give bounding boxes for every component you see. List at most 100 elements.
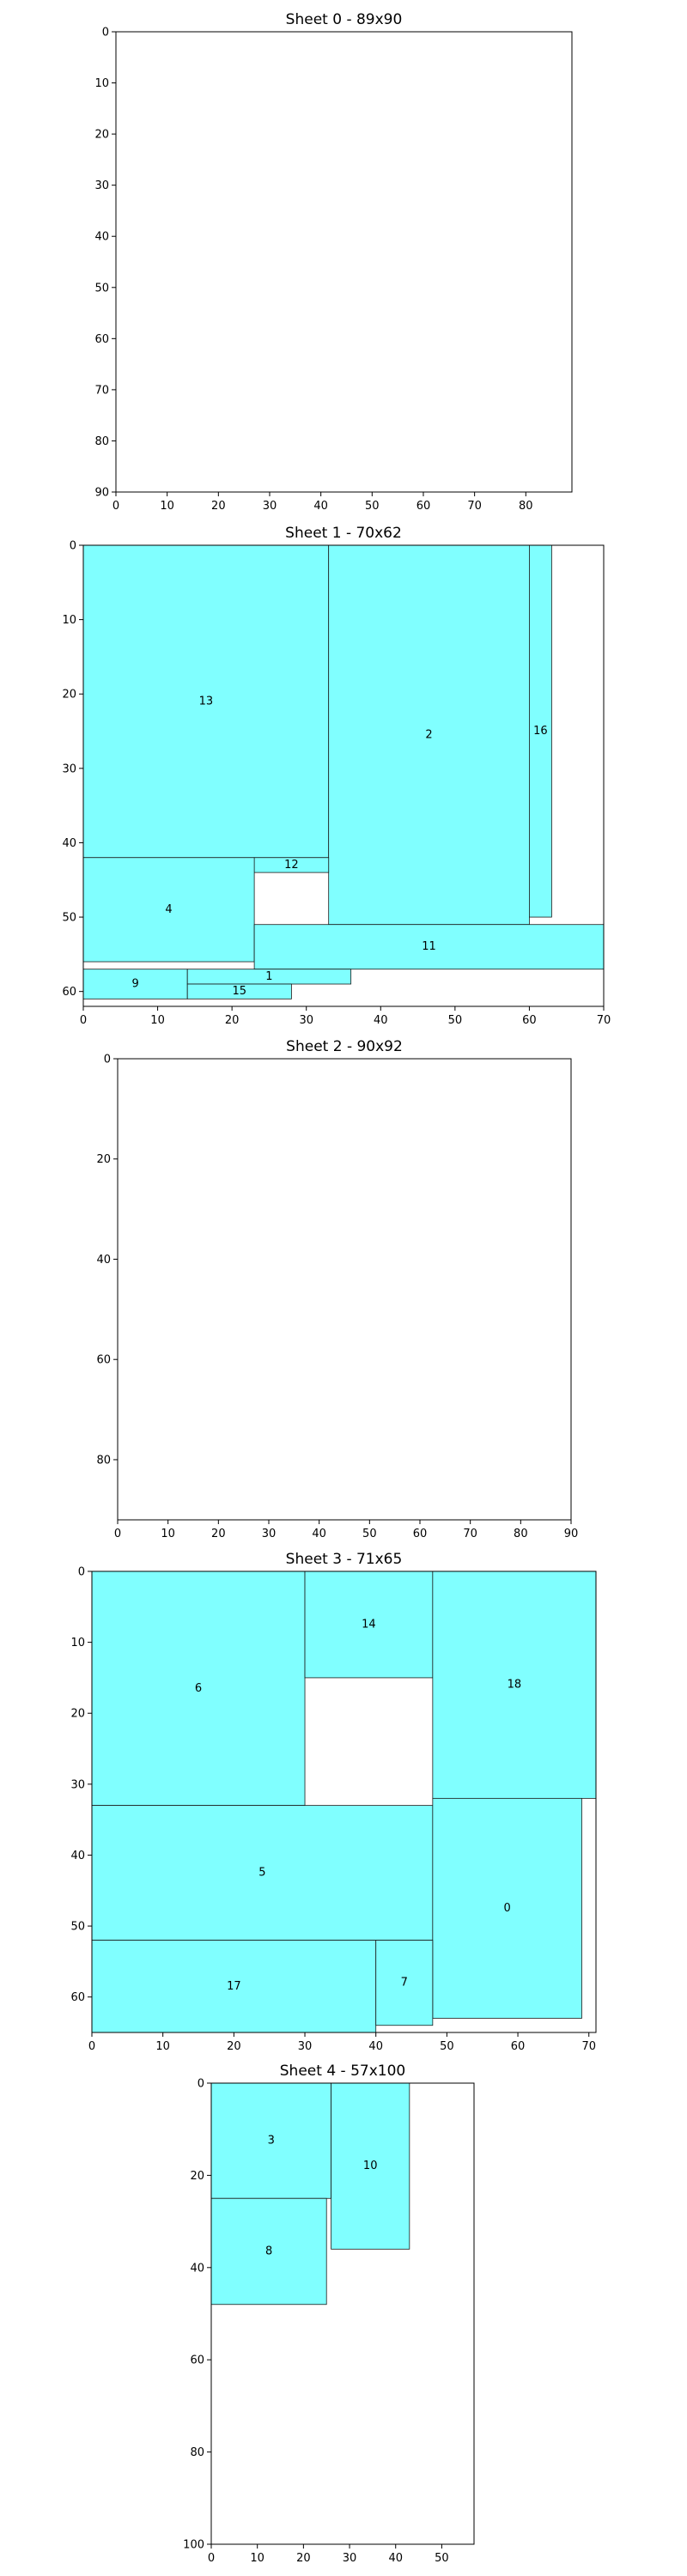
sheet-1-piece-15-label: 15 [233,985,247,998]
sheet-4-piece-10 [331,2082,410,2250]
sheet-1-piece-16-label: 16 [533,725,548,738]
sheet-3-xtick-label: 20 [227,2040,241,2053]
sheet-0-chart: Sheet 0 - 89x90 0 10 20 30 40 50 60 70 80 0 10 20 30 4… [94,11,573,513]
sheet-4-ytick-label: 20 [190,2170,204,2183]
sheet-4-xtick-label: 50 [435,2552,449,2565]
sheet-4-ytick-label: 40 [190,2262,204,2275]
sheet-0-xtick-label: 40 [313,500,328,513]
sheet-1-xtick-label: 50 [448,1014,463,1027]
sheet-0-xtick-label: 60 [416,500,431,513]
sheet-2-xtick-label: 20 [211,1528,226,1540]
sheet-3-ytick-label: 60 [70,1991,85,2004]
sheet-1-frame [82,544,605,1007]
sheet-1-xtick-label: 30 [299,1014,313,1027]
sheet-4-piece-3 [210,2082,331,2199]
sheet-2-xtick-label: 10 [161,1528,175,1540]
sheet-1-ytick-label: 40 [62,837,76,850]
sheet-3-piece-5 [91,1805,434,1941]
sheet-3-frame [91,1571,597,2033]
sheet-4-piece-3-label: 3 [268,2135,275,2148]
sheet-0-xtick-label: 10 [160,500,174,513]
sheet-3-piece-14 [304,1571,434,1679]
sheet-0-xtick-label: 70 [467,500,482,513]
sheet-4-ytick-label: 80 [190,2446,204,2459]
sheet-3-piece-6 [91,1571,306,1807]
sheet-2-chart: Sheet 2 - 90x92 0 10 20 30 40 50 60 70 80 90 0 20 40 6… [96,1038,578,1540]
sheet-1-piece-16 [529,544,552,918]
sheet-4-xtick-label: 0 [208,2552,215,2565]
sheet-1-xtick-label: 40 [374,1014,388,1027]
sheet-2-ytick-label: 40 [96,1254,111,1267]
sheet-3-xtick-label: 30 [298,2040,313,2053]
sheet-3-xtick-label: 60 [511,2040,526,2053]
sheet-0-ytick-label: 40 [94,231,109,244]
sheet-2-xtick-label: 50 [362,1528,377,1540]
sheet-1-piece-12-label: 12 [284,859,299,872]
sheet-2-xtick-label: 90 [564,1528,579,1540]
sheet-2-frame [117,1058,572,1521]
sheet-0-ytick-label: 90 [94,487,109,500]
sheet-1-piece-9-label: 9 [131,978,138,991]
sheet-1-piece-2-label: 2 [425,728,432,741]
sheet-0-ytick-label: 20 [94,129,109,142]
sheet-1-ytick-label: 0 [70,540,76,553]
sheet-0-ytick-label: 50 [94,282,109,295]
sheet-2-ytick-label: 20 [96,1153,111,1166]
sheet-0-xtick-label: 50 [365,500,380,513]
sheet-1-piece-13-label: 13 [199,695,214,708]
sheet-4-piece-8 [210,2197,327,2306]
sheet-3-piece-7-label: 7 [401,1977,408,1990]
sheet-3-piece-0-label: 0 [504,1902,511,1915]
sheet-2-title: Sheet 2 - 90x92 [286,1038,403,1055]
sheet-1-ytick-label: 60 [62,986,76,999]
sheet-3-xtick-label: 10 [155,2040,170,2053]
sheet-3-title: Sheet 3 - 71x65 [286,1551,403,1568]
sheet-2-xtick-label: 30 [262,1528,277,1540]
sheet-2-xtick-label: 80 [514,1528,528,1540]
sheet-4-ytick-label: 100 [183,2539,204,2552]
sheet-1-piece-2 [328,544,530,926]
sheet-3-ytick-label: 10 [70,1637,85,1649]
sheet-3-xtick-label: 0 [88,2040,95,2053]
sheet-1-ytick-label: 10 [62,614,76,627]
sheet-0-ytick-label: 70 [94,384,109,397]
sheet-0-xtick-label: 80 [519,500,533,513]
sheet-4-xtick-label: 20 [296,2552,311,2565]
sheet-4-title: Sheet 4 - 57x100 [280,2063,405,2080]
sheet-0-ytick-label: 10 [94,77,109,90]
sheet-0-frame [115,31,573,493]
sheet-2-xtick-label: 0 [114,1528,121,1540]
sheet-1-piece-1-label: 1 [265,970,272,983]
sheet-3-ytick-label: 20 [70,1708,85,1721]
sheet-0-title: Sheet 0 - 89x90 [286,11,403,28]
sheet-1-xtick-label: 0 [80,1014,87,1027]
sheet-1-xtick-label: 60 [522,1014,537,1027]
sheet-4-frame [210,2082,475,2545]
sheet-2-ytick-label: 0 [104,1054,111,1066]
sheet-3-piece-18-label: 18 [508,1679,522,1692]
sheet-3-piece-7 [375,1940,434,2026]
sheet-0-ytick-label: 30 [94,179,109,192]
sheet-1-piece-11-label: 11 [422,940,436,953]
sheet-2-xtick-label: 40 [312,1528,326,1540]
sheet-0-ytick-label: 80 [94,435,109,448]
sheet-1-xtick-label: 10 [150,1014,165,1027]
sheet-1-piece-15 [186,983,292,999]
sheet-3-piece-0 [432,1797,582,2019]
sheet-2-xtick-label: 60 [413,1528,428,1540]
sheet-1-piece-4-label: 4 [165,903,172,916]
sheet-2-ytick-label: 80 [96,1454,111,1467]
sheet-0-ytick-label: 60 [94,333,109,346]
sheet-4-piece-8-label: 8 [265,2245,272,2258]
sheet-4-ytick-label: 0 [198,2078,204,2091]
sheet-4-xtick-label: 40 [388,2552,403,2565]
sheet-3-piece-5-label: 5 [258,1867,265,1880]
sheet-3-ytick-label: 0 [78,1566,85,1579]
sheet-3-xtick-label: 40 [368,2040,383,2053]
sheet-1-xtick-label: 20 [225,1014,240,1027]
sheet-4-ytick-label: 60 [190,2354,204,2367]
sheet-1-title: Sheet 1 - 70x62 [285,525,402,542]
